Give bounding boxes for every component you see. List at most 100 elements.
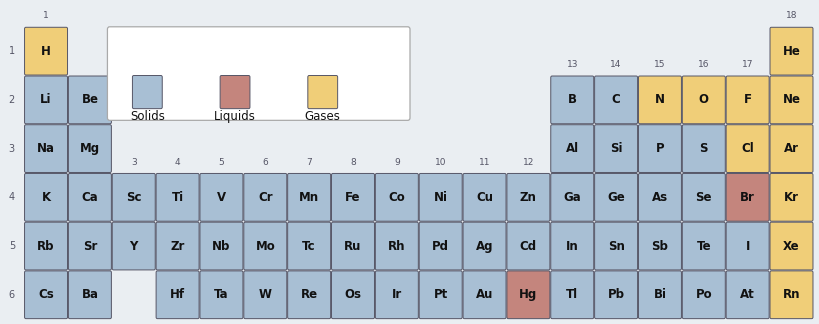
Text: P: P — [655, 142, 663, 155]
Text: Cl: Cl — [740, 142, 753, 155]
Text: Cr: Cr — [258, 191, 272, 204]
FancyBboxPatch shape — [594, 125, 637, 172]
FancyBboxPatch shape — [769, 173, 812, 221]
Text: I: I — [744, 239, 749, 252]
FancyBboxPatch shape — [287, 271, 330, 318]
Text: Na: Na — [37, 142, 55, 155]
Text: N: N — [654, 93, 664, 106]
FancyBboxPatch shape — [550, 271, 593, 318]
FancyBboxPatch shape — [200, 222, 242, 270]
Text: Kr: Kr — [783, 191, 798, 204]
Text: Sb: Sb — [651, 239, 667, 252]
Text: 9: 9 — [393, 158, 399, 167]
FancyBboxPatch shape — [506, 271, 550, 318]
Text: Mo: Mo — [255, 239, 275, 252]
FancyBboxPatch shape — [331, 222, 374, 270]
FancyBboxPatch shape — [681, 271, 724, 318]
FancyBboxPatch shape — [25, 76, 67, 124]
FancyBboxPatch shape — [219, 75, 250, 109]
FancyBboxPatch shape — [68, 125, 111, 172]
FancyBboxPatch shape — [681, 173, 724, 221]
Text: 17: 17 — [741, 60, 753, 69]
FancyBboxPatch shape — [307, 75, 337, 109]
Text: 5: 5 — [219, 158, 224, 167]
FancyBboxPatch shape — [594, 271, 637, 318]
Text: Tc: Tc — [302, 239, 315, 252]
Text: 18: 18 — [785, 11, 796, 20]
Text: B: B — [567, 93, 576, 106]
Text: Pd: Pd — [432, 239, 449, 252]
Text: Ru: Ru — [344, 239, 361, 252]
Text: 14: 14 — [609, 60, 621, 69]
Text: 5: 5 — [9, 241, 15, 251]
Text: 12: 12 — [522, 158, 533, 167]
Text: 3: 3 — [9, 144, 15, 154]
FancyBboxPatch shape — [769, 271, 812, 318]
FancyBboxPatch shape — [25, 173, 67, 221]
Text: F: F — [743, 93, 751, 106]
Text: 15: 15 — [654, 60, 665, 69]
FancyBboxPatch shape — [419, 173, 462, 221]
Text: 16: 16 — [697, 60, 708, 69]
FancyBboxPatch shape — [638, 173, 681, 221]
Text: Cu: Cu — [476, 191, 492, 204]
Text: W: W — [259, 288, 271, 301]
FancyBboxPatch shape — [375, 173, 418, 221]
Text: 10: 10 — [434, 158, 446, 167]
Text: Sc: Sc — [126, 191, 142, 204]
FancyBboxPatch shape — [375, 222, 418, 270]
FancyBboxPatch shape — [463, 222, 505, 270]
Text: Gases: Gases — [305, 110, 340, 122]
Text: 4: 4 — [174, 158, 180, 167]
FancyBboxPatch shape — [68, 222, 111, 270]
Text: 6: 6 — [9, 290, 15, 300]
Text: Tl: Tl — [565, 288, 577, 301]
Text: At: At — [740, 288, 754, 301]
Text: O: O — [698, 93, 708, 106]
FancyBboxPatch shape — [463, 271, 505, 318]
FancyBboxPatch shape — [726, 173, 768, 221]
FancyBboxPatch shape — [200, 271, 242, 318]
Text: Ti: Ti — [171, 191, 183, 204]
FancyBboxPatch shape — [25, 125, 67, 172]
Text: Ta: Ta — [214, 288, 229, 301]
FancyBboxPatch shape — [550, 173, 593, 221]
FancyBboxPatch shape — [200, 173, 242, 221]
FancyBboxPatch shape — [769, 125, 812, 172]
Text: 4: 4 — [9, 192, 15, 202]
Text: Sr: Sr — [83, 239, 97, 252]
FancyBboxPatch shape — [638, 125, 681, 172]
FancyBboxPatch shape — [419, 271, 462, 318]
FancyBboxPatch shape — [156, 271, 199, 318]
Text: Ag: Ag — [475, 239, 493, 252]
FancyBboxPatch shape — [506, 222, 550, 270]
FancyBboxPatch shape — [25, 27, 67, 75]
Text: Bi: Bi — [653, 288, 666, 301]
FancyBboxPatch shape — [287, 173, 330, 221]
Text: He: He — [781, 45, 799, 58]
Text: In: In — [565, 239, 578, 252]
FancyBboxPatch shape — [638, 271, 681, 318]
Text: Se: Se — [695, 191, 711, 204]
Text: Au: Au — [475, 288, 493, 301]
FancyBboxPatch shape — [726, 271, 768, 318]
FancyBboxPatch shape — [594, 222, 637, 270]
FancyBboxPatch shape — [681, 76, 724, 124]
Text: 8: 8 — [350, 158, 355, 167]
Text: Po: Po — [695, 288, 711, 301]
FancyBboxPatch shape — [638, 76, 681, 124]
Text: Ir: Ir — [391, 288, 401, 301]
FancyBboxPatch shape — [25, 222, 67, 270]
FancyBboxPatch shape — [594, 76, 637, 124]
Text: Ni: Ni — [433, 191, 447, 204]
Text: Ge: Ge — [607, 191, 624, 204]
FancyBboxPatch shape — [25, 271, 67, 318]
FancyBboxPatch shape — [681, 125, 724, 172]
Text: Zr: Zr — [170, 239, 184, 252]
Text: Te: Te — [695, 239, 710, 252]
Text: Re: Re — [301, 288, 317, 301]
Text: Ca: Ca — [81, 191, 98, 204]
Text: Hg: Hg — [518, 288, 537, 301]
Text: Hf: Hf — [170, 288, 185, 301]
Text: C: C — [611, 93, 620, 106]
